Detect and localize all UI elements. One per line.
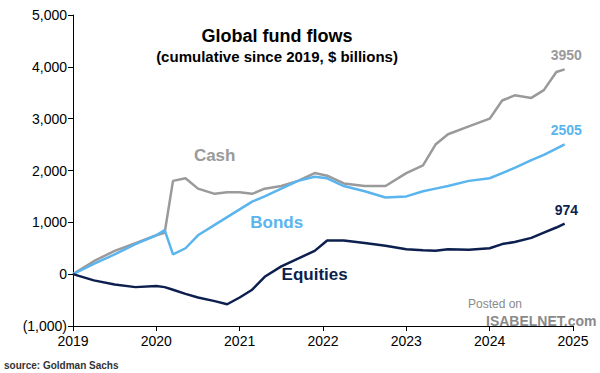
svg-text:Posted on: Posted on <box>468 297 522 311</box>
svg-text:974: 974 <box>555 202 579 218</box>
svg-text:(cumulative since 2019, $ bill: (cumulative since 2019, $ billions) <box>156 48 398 65</box>
svg-text:5,000: 5,000 <box>32 7 67 23</box>
svg-text:Bonds: Bonds <box>250 213 303 232</box>
svg-text:3950: 3950 <box>551 47 582 63</box>
svg-text:Equities: Equities <box>282 265 348 284</box>
svg-text:2025: 2025 <box>557 333 588 349</box>
svg-text:2505: 2505 <box>551 122 582 138</box>
svg-text:Global fund flows: Global fund flows <box>202 26 353 46</box>
svg-text:0: 0 <box>59 266 67 282</box>
svg-text:4,000: 4,000 <box>32 59 67 75</box>
svg-text:2024: 2024 <box>474 333 505 349</box>
svg-text:2023: 2023 <box>391 333 422 349</box>
svg-text:2020: 2020 <box>141 333 172 349</box>
svg-text:3,000: 3,000 <box>32 111 67 127</box>
svg-text:Cash: Cash <box>194 146 236 165</box>
svg-text:1,000: 1,000 <box>32 214 67 230</box>
svg-text:2019: 2019 <box>57 333 88 349</box>
svg-text:2,000: 2,000 <box>32 163 67 179</box>
svg-text:2022: 2022 <box>307 333 338 349</box>
svg-text:ISABELNET.com: ISABELNET.com <box>486 313 597 329</box>
svg-text:source: Goldman Sachs: source: Goldman Sachs <box>4 360 119 371</box>
svg-text:2021: 2021 <box>224 333 255 349</box>
svg-text:(1,000): (1,000) <box>23 318 67 334</box>
